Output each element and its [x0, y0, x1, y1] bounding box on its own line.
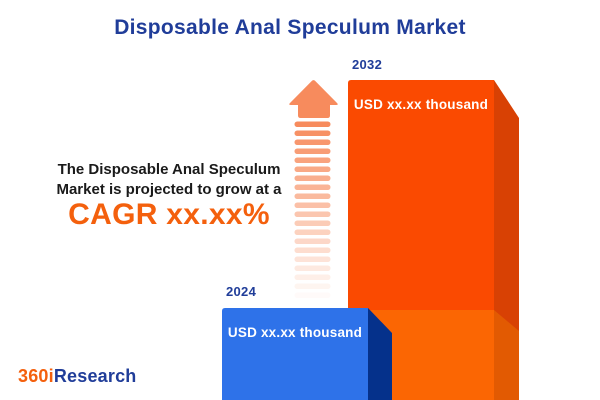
cagr-value: CAGR xx.xx% [68, 198, 270, 231]
arrow-head-icon [289, 80, 338, 118]
page-title: Disposable Anal Speculum Market [114, 16, 466, 39]
arrow-stripe [294, 202, 331, 208]
arrow-stripe [294, 166, 331, 172]
statement-line-1: The Disposable Anal Speculum [57, 161, 281, 178]
arrow-stripes [294, 121, 331, 298]
arrow-stripe [294, 238, 331, 244]
arrow-stripe [294, 148, 331, 154]
arrow-stripe [294, 220, 331, 226]
arrow-stripe [294, 256, 331, 262]
arrow-stripe [294, 139, 331, 145]
bar-2032-year-label: 2032 [352, 57, 383, 72]
arrow-stripe [294, 211, 331, 217]
arrow-stripe [294, 184, 331, 190]
brand-logo: 360iResearch [18, 366, 137, 387]
growth-arrow [289, 80, 338, 298]
bar-2032-side-bottom-face [494, 310, 519, 400]
arrow-stripe [294, 193, 331, 199]
arrow-stripe [294, 247, 331, 253]
arrow-stripe [294, 157, 331, 163]
bar-2032-value-label: USD xx.xx thousand [353, 97, 489, 112]
arrow-stripe [294, 265, 331, 271]
arrow-stripe [294, 121, 331, 127]
arrow-stripe [294, 175, 331, 181]
bar-2024 [222, 308, 392, 400]
arrow-stripe [294, 283, 331, 289]
bar-2024-value-label: USD xx.xx thousand [227, 325, 363, 340]
logo-360i: 360i [18, 366, 54, 386]
arrow-stripe [294, 130, 331, 136]
logo-research: Research [53, 366, 137, 386]
statement-line-2: Market is projected to grow at a [56, 181, 282, 198]
bar-2024-side-face [368, 308, 392, 400]
bar-2024-year-label: 2024 [226, 284, 257, 299]
arrow-stripe [294, 229, 331, 235]
growth-statement: The Disposable Anal Speculum Market is p… [30, 160, 308, 200]
bar-2024-front-face [222, 308, 368, 400]
arrow-stripe [294, 292, 331, 298]
arrow-stripe [294, 274, 331, 280]
